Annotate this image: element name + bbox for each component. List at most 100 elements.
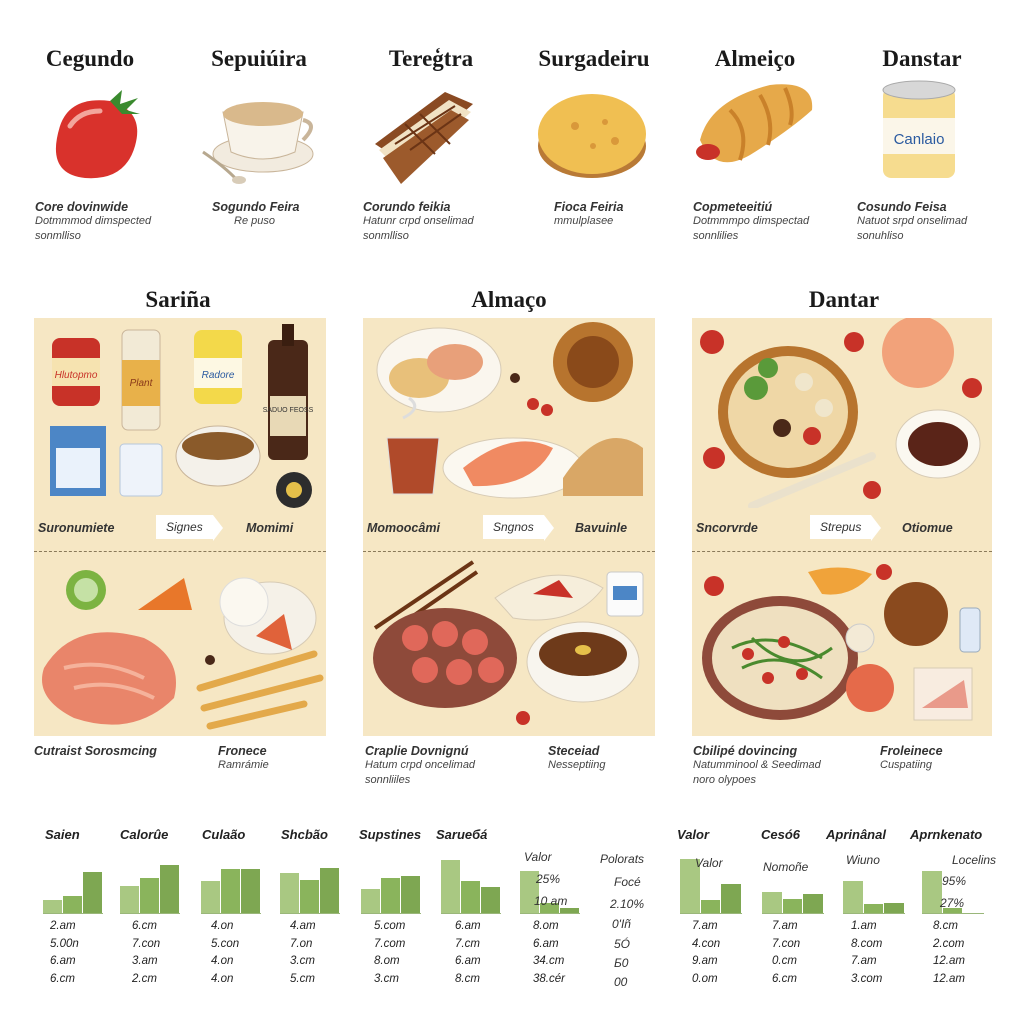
caption-title: Cutraist Sorosmcing [34,744,157,758]
stats-header: Valor [677,827,710,842]
mid-left-label: Suronumiete [38,521,115,535]
lunch-bottom-illustration [373,560,644,725]
caption-title: Steceiad [548,744,600,758]
section-title-1: Sariña [145,287,211,312]
chart-bar [721,884,741,913]
caption-4: Fioca Feiria mmulplasee [554,200,674,229]
caption-line: Natuot srpd onselimad [857,215,968,227]
coffee-cup-icon [202,102,314,184]
mid-right-label: Otiomue [902,521,953,535]
stat-value: 6.am [533,937,559,950]
chart-bar [680,859,700,913]
lunch-items-illustration [376,322,643,499]
dinner-bottom-illustration [702,564,981,721]
mid-left-label: Momoocâmi [367,521,440,535]
sandwich-icon [375,92,473,184]
stats-header: Aprnkenato [910,827,983,842]
chart-bar [83,872,102,913]
tomato-icon [55,90,140,179]
stats-header: Shcbão [281,827,328,842]
chart-bar [560,908,579,913]
caption-line: Hatum crpd oncelimad [365,759,476,771]
mid-right-label: Momimi [246,521,294,535]
percent-value: 00 [614,975,628,989]
section-caption-2-left: Craplie Dovnignú Hatum crpd oncelimad so… [365,744,545,788]
stat-value: 12.am [933,955,965,967]
section-caption-1-left: Cutraist Sorosmcing [34,744,214,758]
stat-value: 8.cm [933,920,958,932]
breakfast-items-illustration: Hlutopmo Plant Radore SADUO FEOSS [50,324,314,508]
panel-divider [363,551,655,552]
caption-1: Core dovinwide Dotmmmod dimspected sonml… [35,200,195,244]
dinner-items-illustration [700,318,982,508]
chart-baseline [680,913,742,914]
stat-value: 4.on [211,972,234,985]
percent-value: 2.10% [610,897,645,911]
ketchup-label: Hlutopmo [55,370,98,381]
chart-baseline [520,913,580,914]
stat-value: 5.com [374,920,406,932]
breakfast-bottom-illustration [42,570,324,730]
stat-value: 0.om [692,972,718,985]
caption-6: Cosundo Feisa Natuot srpd onselimad sonu… [857,200,1017,244]
chart-bar [700,900,721,913]
caption-line: noro olypoes [693,774,756,786]
panel-breakfast: Hlutopmo Plant Radore SADUO FEOSS Suronu… [34,318,326,736]
stat-value: 7.am [851,955,877,967]
chart-bar [361,889,380,913]
chart-baseline [843,913,905,914]
caption-title: Corundo feikia [363,200,451,214]
stat-value: 6.cm [772,972,797,985]
stat-value: 8.om [374,955,400,967]
chart-bar [300,880,319,913]
stat-value: 6.cm [50,972,75,985]
stat-value: 7.on [290,937,313,950]
caption-line: Dotmmmod dimspected [35,215,152,227]
section-title-2: Almaço [471,287,547,312]
percent-value: 0'Iñ [612,917,631,931]
caption-line: sonnliiles [365,774,411,786]
stat-value: 3.cm [290,955,315,967]
jar-label: Radore [202,370,235,381]
inset-title: Valor [524,850,552,864]
chart-bar [803,894,823,913]
stat-value: 4.on [211,920,234,932]
caption-5: Copmeteeitiú Dotmmmpo dimspectad sonnlil… [693,200,853,244]
stat-value: 4.am [290,920,316,932]
stat-value: 4.on [211,955,234,967]
stat-value: 8.cm [455,972,480,985]
caption-line: Natumminool & Seedimad [693,759,821,771]
stats-header: Sarueбá [436,827,488,842]
bottle-label: Plant [130,378,154,389]
caption-title: Cbilipé dovincing [693,744,798,758]
stat-value: 4.con [692,937,721,950]
stat-value: 3.cm [374,972,399,985]
bread-roll-icon [538,94,646,178]
stats-header: Cesó6 [761,827,801,842]
inset-value: 25% [536,872,561,886]
caption-title: Fronece [218,744,267,758]
chart-bar [441,860,460,913]
stat-value: 9.am [692,955,718,967]
stat-value: 8.com [851,937,883,950]
inset-title: Wiuno [846,853,880,867]
caption-line: sonuhliso [857,230,904,242]
caption-line: Nesseptiing [548,759,606,771]
day-title-4: Surgadeiru [538,46,650,71]
stat-value: 34.cm [533,955,565,967]
chart-bar [201,881,220,913]
chart-bar [863,904,884,913]
caption-line: Re puso [234,215,275,227]
panel-dinner: Sncorvrde Strepus Otiomue [692,318,992,736]
caption-line: Dotmmmpo dimspectad [693,215,810,227]
chart-baseline [43,913,103,914]
percent-title: Polorats [600,852,645,866]
caption-3: Corundo feikia Hatunr crpd onselimad son… [363,200,523,244]
stat-value: 5.00n [50,937,79,950]
stat-value: 1.am [851,920,877,932]
chart-baseline [361,913,421,914]
chart-bar [320,868,339,913]
chart-bar [280,873,299,913]
inset-title: Valor [695,856,723,870]
panel-lunch: Momoocâmi Sngnos Bavuinle [363,318,655,736]
